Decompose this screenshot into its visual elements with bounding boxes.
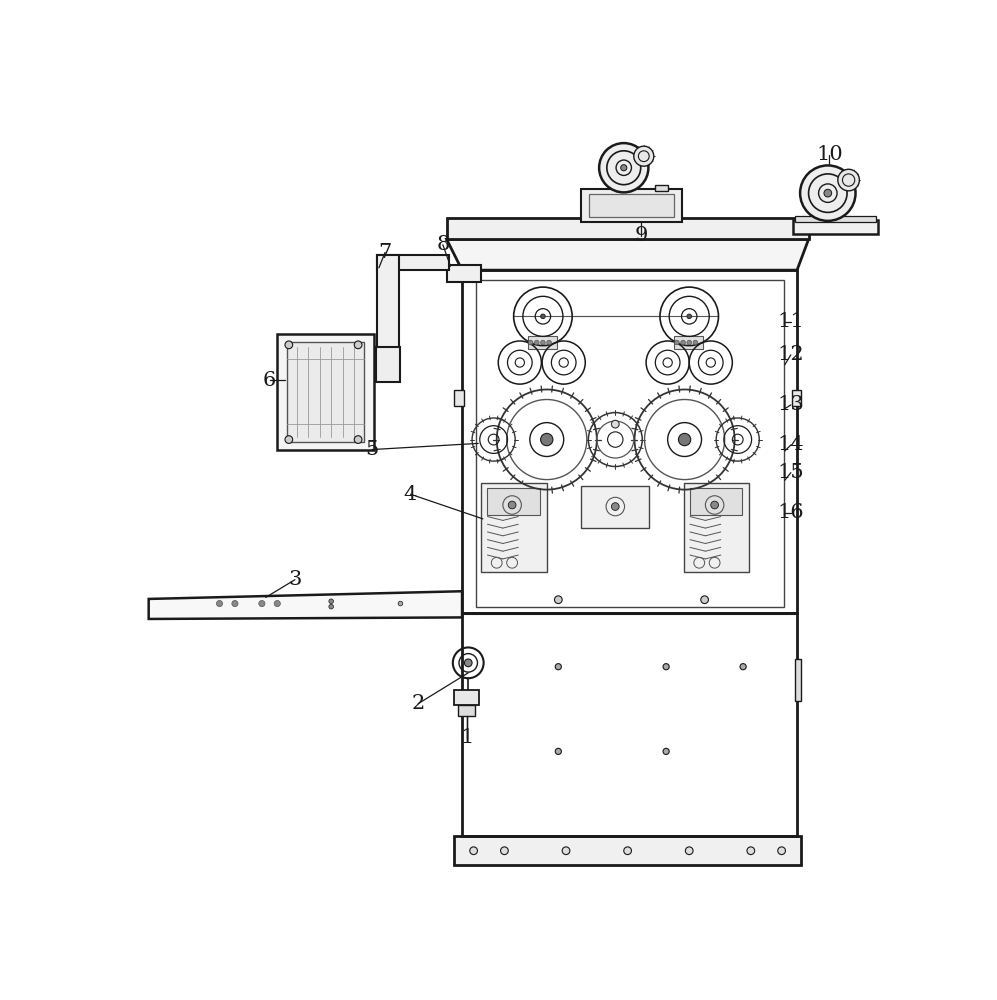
Circle shape	[824, 189, 831, 197]
Text: 7: 7	[379, 243, 392, 262]
Polygon shape	[447, 239, 809, 270]
Bar	[376, 347, 401, 382]
Circle shape	[778, 847, 786, 855]
Circle shape	[329, 599, 333, 604]
Circle shape	[540, 340, 545, 345]
Circle shape	[685, 847, 693, 855]
Text: 9: 9	[635, 226, 648, 245]
Circle shape	[611, 420, 619, 428]
Circle shape	[599, 143, 648, 192]
Bar	[378, 255, 449, 270]
Bar	[378, 255, 399, 355]
Circle shape	[701, 596, 709, 604]
Text: 1: 1	[460, 728, 474, 747]
Circle shape	[675, 340, 679, 345]
Circle shape	[274, 600, 280, 607]
Bar	[455, 836, 801, 865]
Bar	[459, 705, 476, 716]
Bar	[589, 194, 674, 217]
Circle shape	[534, 340, 539, 345]
Bar	[488, 488, 539, 515]
Circle shape	[562, 847, 570, 855]
Bar	[581, 189, 682, 222]
Circle shape	[687, 340, 692, 345]
Circle shape	[687, 314, 692, 319]
Text: 14: 14	[778, 435, 805, 454]
Circle shape	[465, 659, 472, 667]
Bar	[684, 483, 750, 572]
Circle shape	[546, 340, 551, 345]
Polygon shape	[149, 591, 462, 619]
Bar	[527, 336, 556, 349]
Text: 3: 3	[288, 570, 302, 589]
Circle shape	[285, 436, 293, 443]
Bar	[447, 218, 809, 239]
Bar	[455, 690, 479, 705]
Circle shape	[837, 169, 859, 191]
Circle shape	[528, 340, 533, 345]
Circle shape	[232, 600, 238, 607]
Circle shape	[500, 847, 508, 855]
Circle shape	[621, 165, 627, 171]
Text: 8: 8	[437, 235, 450, 254]
Circle shape	[540, 433, 553, 446]
Circle shape	[285, 341, 293, 349]
Circle shape	[693, 340, 698, 345]
Circle shape	[398, 601, 403, 606]
Circle shape	[354, 436, 362, 443]
Text: 5: 5	[365, 440, 379, 459]
Bar	[690, 488, 743, 515]
Text: 10: 10	[816, 145, 842, 164]
Bar	[655, 185, 668, 191]
Circle shape	[747, 847, 755, 855]
Circle shape	[663, 664, 669, 670]
Text: 4: 4	[404, 485, 417, 504]
Circle shape	[711, 501, 719, 509]
Bar	[277, 334, 374, 450]
Bar	[462, 613, 797, 836]
Circle shape	[611, 503, 619, 510]
Circle shape	[555, 664, 561, 670]
Circle shape	[354, 341, 362, 349]
Text: 6: 6	[263, 371, 276, 390]
Circle shape	[555, 748, 561, 754]
Circle shape	[259, 600, 265, 607]
Circle shape	[540, 314, 545, 319]
Circle shape	[216, 600, 222, 607]
Bar	[476, 280, 784, 607]
Circle shape	[470, 847, 478, 855]
Circle shape	[801, 165, 855, 221]
Text: 15: 15	[778, 463, 805, 482]
Bar	[482, 483, 546, 572]
Circle shape	[681, 340, 685, 345]
Circle shape	[740, 664, 746, 670]
Circle shape	[634, 146, 654, 166]
Text: 11: 11	[778, 312, 805, 331]
Text: 12: 12	[778, 345, 805, 364]
Text: 2: 2	[412, 694, 425, 713]
Circle shape	[624, 847, 631, 855]
Text: 13: 13	[778, 395, 805, 414]
Bar	[581, 486, 649, 528]
Bar	[455, 389, 464, 406]
Bar	[447, 265, 482, 282]
Bar	[616, 185, 630, 191]
Circle shape	[508, 501, 516, 509]
Bar	[286, 342, 364, 442]
Bar	[792, 389, 801, 406]
Circle shape	[329, 604, 333, 609]
Bar	[795, 659, 801, 701]
Circle shape	[678, 433, 691, 446]
Circle shape	[554, 596, 562, 604]
Circle shape	[663, 748, 669, 754]
Bar	[794, 220, 878, 234]
Bar	[462, 270, 797, 613]
Bar	[674, 336, 703, 349]
Bar	[796, 216, 875, 222]
Text: 16: 16	[778, 503, 805, 522]
